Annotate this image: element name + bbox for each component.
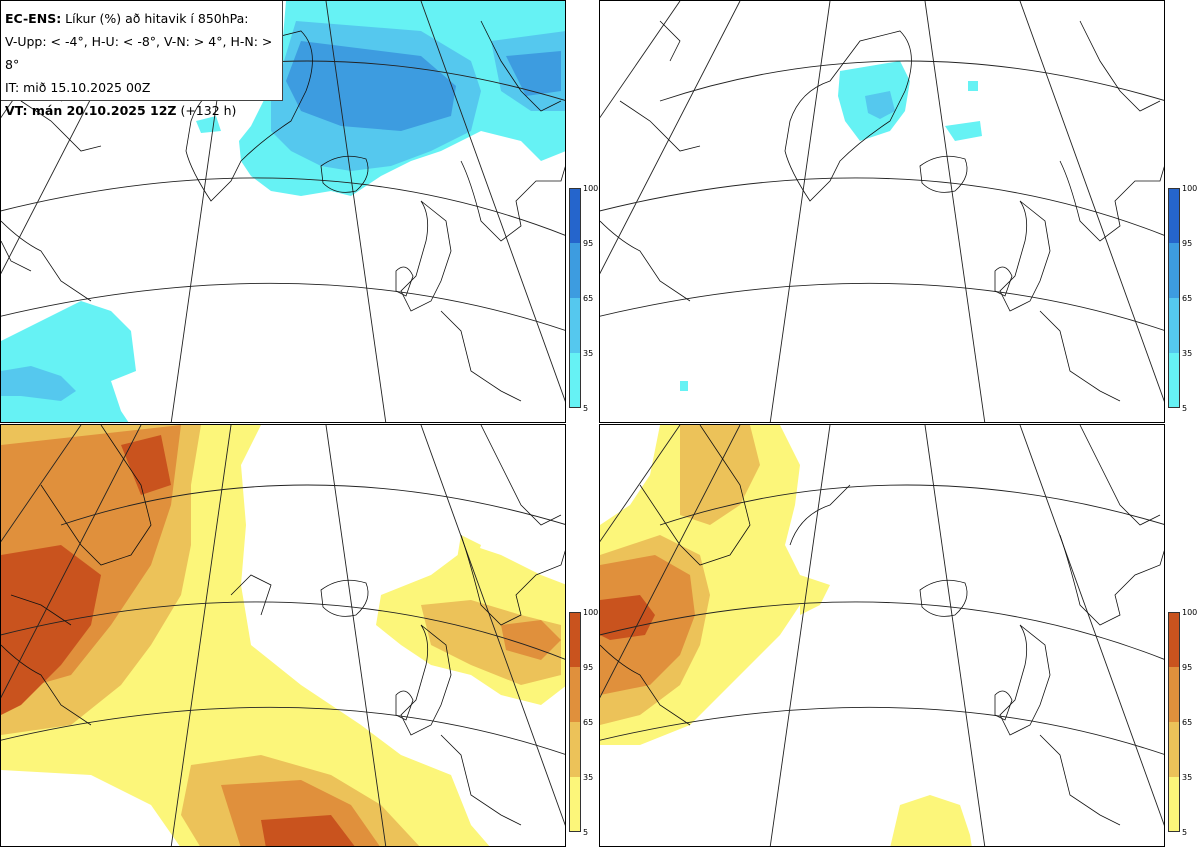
tick-label: 35 xyxy=(1182,773,1193,782)
colorbar-seg-5-35 xyxy=(1168,777,1180,832)
legend-lead-time: (+132 h) xyxy=(176,103,237,118)
probability-shading xyxy=(1,1,565,422)
legend-line-1: EC-ENS: Líkur (%) að hitavik í 850hPa: xyxy=(5,7,278,30)
colorbar-seg-5-35 xyxy=(1168,353,1180,408)
tick-label: 95 xyxy=(583,239,594,248)
tick-label: 65 xyxy=(1182,718,1193,727)
map-panel-warm-8 xyxy=(599,424,1165,847)
graticule xyxy=(600,425,1164,846)
tick-label: 35 xyxy=(1182,349,1193,358)
tick-label: 100 xyxy=(583,184,599,193)
tick-label: 5 xyxy=(1182,404,1188,413)
legend-title: Líkur (%) að hitavik í 850hPa: xyxy=(61,11,249,26)
legend-init-time: IT: mið 15.10.2025 00Z xyxy=(5,80,151,95)
map-warm-8-svg xyxy=(600,425,1164,846)
colorbar-warm-right: 100 95 65 35 5 xyxy=(1168,609,1197,837)
tick-label: 100 xyxy=(1182,608,1198,617)
map-panel-warm-4 xyxy=(0,424,566,847)
tick-label: 95 xyxy=(1182,663,1193,672)
colorbar-seg-35-65 xyxy=(569,298,581,353)
colorbar-seg-95-100 xyxy=(1168,612,1180,667)
probability-shading xyxy=(680,61,982,391)
map-cold-8-svg xyxy=(600,1,1164,422)
probability-shading xyxy=(600,425,972,846)
map-cold-4-svg xyxy=(1,1,565,422)
legend-valid-time: VT: mán 20.10.2025 12Z xyxy=(5,103,177,118)
tick-label: 5 xyxy=(583,828,589,837)
tick-label: 35 xyxy=(583,349,594,358)
colorbar-seg-65-95 xyxy=(1168,243,1180,298)
tick-label: 95 xyxy=(1182,239,1193,248)
legend-source: EC-ENS: xyxy=(5,11,62,26)
colorbar-seg-5-35 xyxy=(569,353,581,408)
map-warm-4-svg xyxy=(1,425,565,846)
tick-label: 5 xyxy=(583,404,589,413)
colorbar-seg-35-65 xyxy=(569,722,581,777)
colorbar-seg-65-95 xyxy=(569,667,581,722)
map-panel-cold-4: EC-ENS: Líkur (%) að hitavik í 850hPa: V… xyxy=(0,0,566,423)
legend-line-4: VT: mán 20.10.2025 12Z (+132 h) xyxy=(5,99,278,122)
graticule xyxy=(600,1,1164,422)
colorbar-seg-65-95 xyxy=(569,243,581,298)
legend-thresholds: V-Upp: < -4°, H-U: < -8°, V-N: > 4°, H-N… xyxy=(5,34,273,72)
tick-label: 65 xyxy=(1182,294,1193,303)
tick-label: 35 xyxy=(583,773,594,782)
colorbar-seg-35-65 xyxy=(1168,722,1180,777)
tick-label: 65 xyxy=(583,718,594,727)
colorbar-seg-65-95 xyxy=(1168,667,1180,722)
colorbar-seg-95-100 xyxy=(1168,188,1180,243)
tick-label: 5 xyxy=(1182,828,1188,837)
coastlines xyxy=(600,425,1164,826)
tick-label: 100 xyxy=(583,608,599,617)
coastlines xyxy=(1,425,565,826)
colorbar-seg-95-100 xyxy=(569,188,581,243)
colorbar-seg-35-65 xyxy=(1168,298,1180,353)
graticule xyxy=(1,425,565,846)
colorbar-cold-left: 100 95 65 35 5 xyxy=(569,185,598,413)
tick-label: 65 xyxy=(583,294,594,303)
probability-shading xyxy=(1,425,565,846)
coastlines xyxy=(600,20,1164,402)
chart-legend: EC-ENS: Líkur (%) að hitavik í 850hPa: V… xyxy=(1,1,283,118)
colorbar-seg-95-100 xyxy=(569,612,581,667)
tick-label: 100 xyxy=(1182,184,1198,193)
colorbar-seg-5-35 xyxy=(569,777,581,832)
colorbar-warm-left: 100 95 65 35 5 xyxy=(569,609,598,837)
tick-label: 95 xyxy=(583,663,594,672)
map-panel-cold-8 xyxy=(599,0,1165,423)
colorbar-cold-right: 100 95 65 35 5 xyxy=(1168,185,1197,413)
